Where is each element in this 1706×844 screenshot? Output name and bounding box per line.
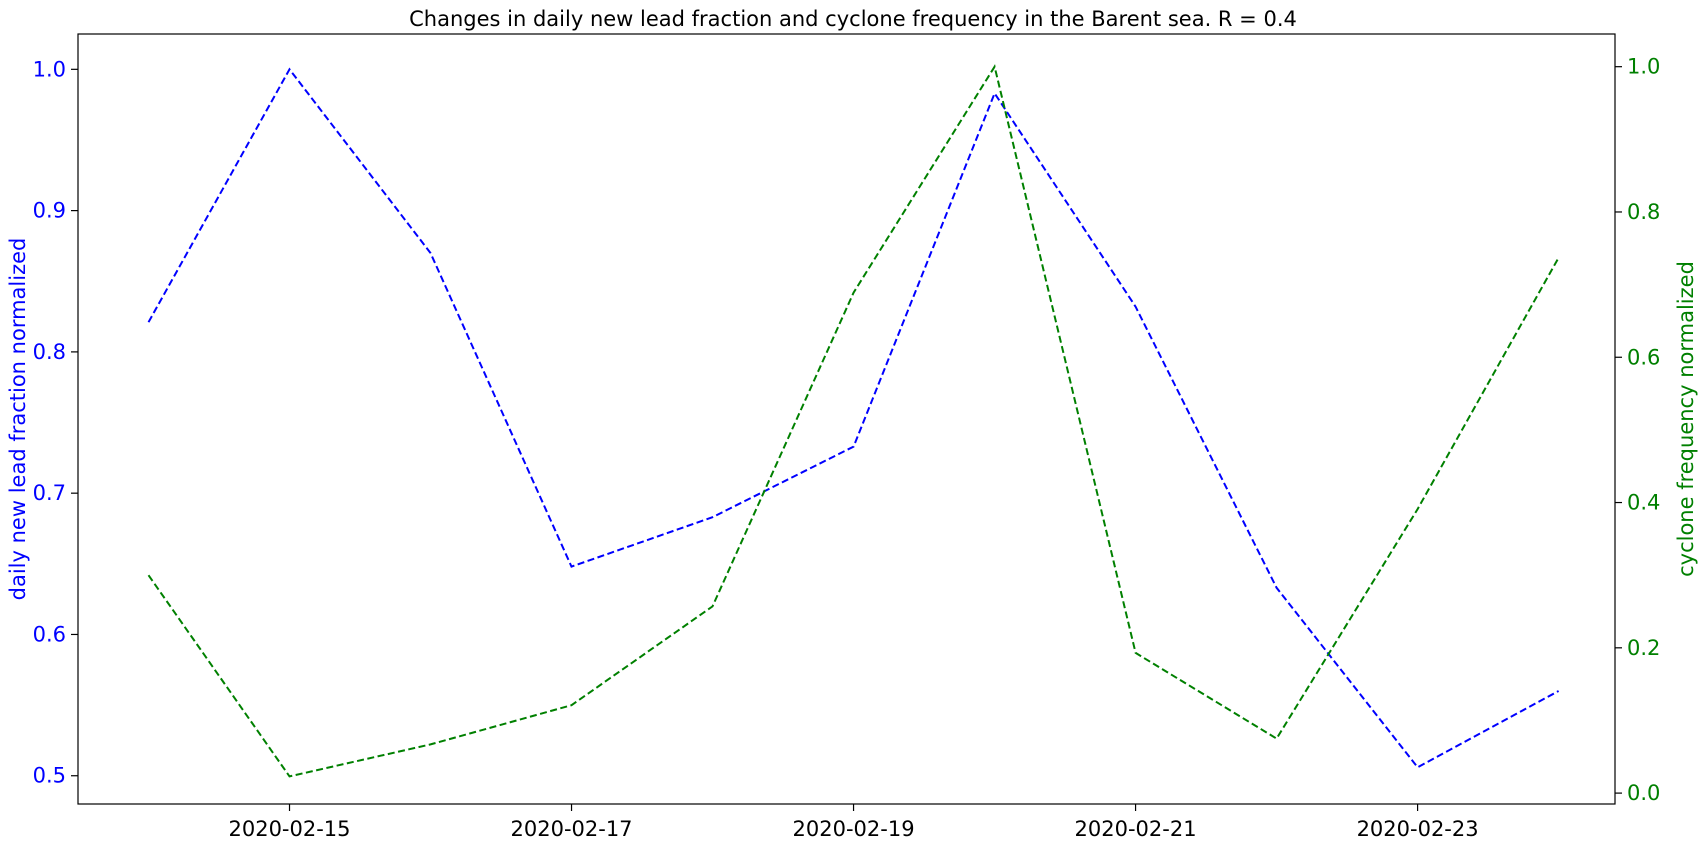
x-tick-label: 2020-02-23 (1357, 817, 1479, 841)
x-tick-label: 2020-02-17 (511, 817, 633, 841)
plot-frame (77, 33, 1616, 805)
right-y-tick-label: 0.0 (1627, 781, 1660, 805)
right-y-tick-label: 0.8 (1627, 200, 1660, 224)
right-y-tick-label: 1.0 (1627, 55, 1660, 79)
left-y-tick-label: 1.0 (33, 57, 66, 81)
cyclone-frequency-line (147, 64, 1560, 778)
left-y-tick-label: 0.7 (33, 481, 66, 505)
left-y-tick-label: 0.5 (33, 764, 66, 788)
lead-fraction-line (147, 67, 1560, 769)
chart-title: Changes in daily new lead fraction and c… (409, 7, 1297, 31)
x-tick-label: 2020-02-15 (228, 817, 350, 841)
right-y-axis-label: cyclone frequency normalized (1674, 261, 1698, 577)
right-y-tick-label: 0.2 (1627, 636, 1660, 660)
x-tick-label: 2020-02-21 (1075, 817, 1197, 841)
left-y-axis-label: daily new lead fraction normalized (6, 238, 30, 601)
left-y-tick-label: 0.9 (33, 199, 66, 223)
x-tick-label: 2020-02-19 (793, 817, 915, 841)
left-y-tick-label: 0.6 (33, 622, 66, 646)
left-y-tick-label: 0.8 (33, 340, 66, 364)
right-y-tick-label: 0.6 (1627, 345, 1660, 369)
plot-area: 2020-02-15 2020-02-17 2020-02-19 2020-02-21… (6, 33, 1698, 841)
right-y-tick-label: 0.4 (1627, 491, 1660, 515)
